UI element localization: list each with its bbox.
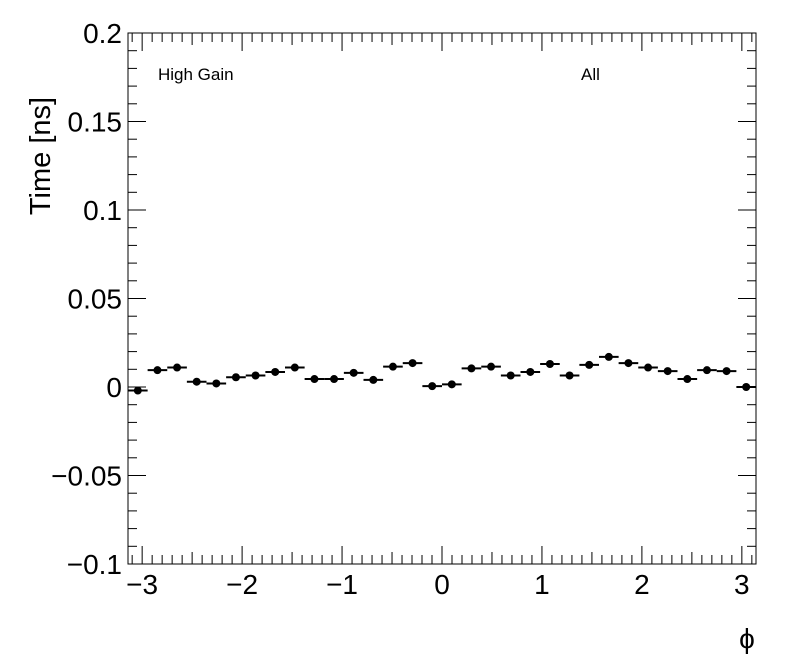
data-point [231,373,240,382]
data-point [349,368,358,377]
data-point [153,366,162,375]
data-point [526,367,535,376]
data-point [369,375,378,384]
data-point [585,360,594,369]
data-point [271,367,280,376]
data-point [133,386,142,395]
plot-frame [127,32,757,565]
x-tick-label: −1 [326,569,358,600]
data-point [644,363,653,372]
data-point [428,382,437,391]
data-point [545,359,554,368]
data-point [604,352,613,361]
data-point [310,375,319,384]
y-tick-label: 0.2 [83,18,122,49]
data-point [487,362,496,371]
data-point [251,371,260,380]
data-point [290,363,299,372]
y-tick-label: 0.1 [83,195,122,226]
data-point [663,367,672,376]
data-point [467,364,476,373]
annotation-high-gain: High Gain [158,65,234,84]
x-tick-label: 2 [634,569,650,600]
data-point [565,371,574,380]
x-tick-label: −2 [226,569,258,600]
y-tick-label: 0 [106,372,122,403]
data-point [192,377,201,386]
y-tick-label: 0.15 [68,107,123,138]
data-point [447,380,456,389]
data-point [683,375,692,384]
data-point [702,366,711,375]
x-tick-label: 1 [534,569,550,600]
x-tick-label: 0 [434,569,450,600]
data-series [128,352,756,395]
y-tick-label: −0.1 [67,549,122,580]
x-axis-label: ϕ [739,623,755,654]
data-point [722,367,731,376]
y-axis-label: Time [ns] [25,97,57,215]
data-point [173,363,182,372]
y-ticks: −0.1 −0.05 0 0.05 0.1 0.15 0.2 [51,18,756,580]
data-point [408,359,417,368]
y-tick-label: 0.05 [68,284,123,315]
data-point [388,362,397,371]
data-point [330,375,339,384]
annotation-all: All [581,65,600,84]
data-point [506,371,515,380]
data-point [212,379,221,388]
data-point [742,383,751,391]
y-tick-label: −0.05 [51,461,122,492]
x-tick-label: −3 [126,569,158,600]
data-point [624,359,633,368]
x-ticks: −3 −2 −1 0 1 2 3 [126,33,753,600]
x-tick-label: 3 [734,569,750,600]
